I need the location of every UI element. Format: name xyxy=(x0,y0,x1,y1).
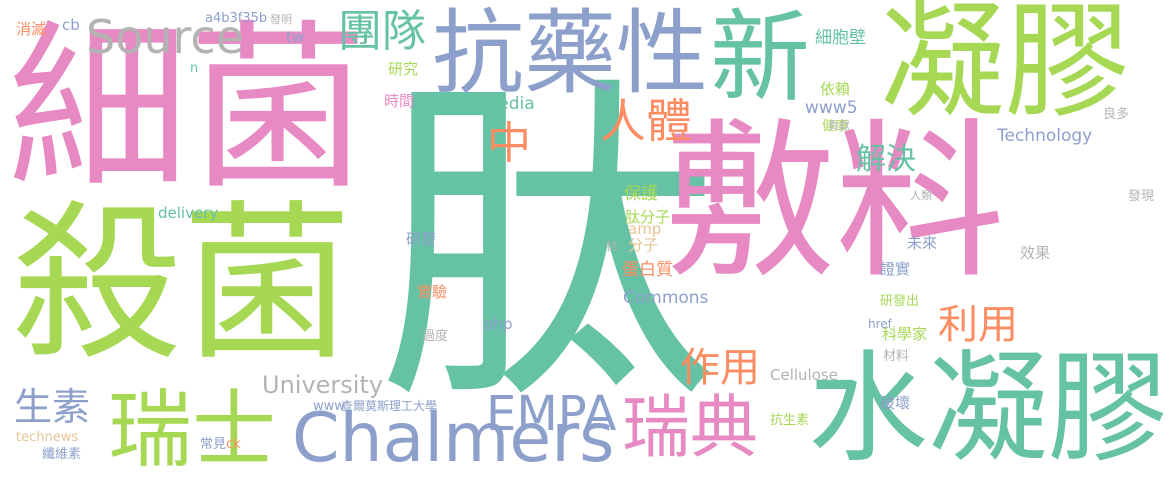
word-shuiningjiao: 水凝膠 xyxy=(808,340,1168,479)
word-shiyan: 實驗 xyxy=(417,283,448,301)
word-liyong: 利用 xyxy=(938,302,1018,348)
word-n: n xyxy=(190,61,199,76)
word-ck: ck xyxy=(226,437,241,452)
word-renti: 人體 xyxy=(600,94,692,148)
word-yanjiu: 研究 xyxy=(388,60,419,78)
word-danbaizhi: 蛋白質 xyxy=(622,260,673,280)
word-fuliao: 敷料 xyxy=(665,104,1006,302)
word-chalmers: Chalmers xyxy=(292,399,615,478)
word-www5: www5 xyxy=(805,98,858,118)
word-delivery: delivery xyxy=(158,204,219,222)
word-jiejue: 解決 xyxy=(856,142,916,177)
word-xibaobi: 細胞壁 xyxy=(815,28,866,48)
word-gongxian: 貢獻 xyxy=(828,119,850,132)
word-renlei: 人類 xyxy=(910,189,932,202)
word-commons: Commons xyxy=(623,288,709,308)
word-wikimedia: Wikimedia xyxy=(446,94,535,114)
word-xiaomie: 消滅 xyxy=(16,20,47,38)
word-shengsu: 生素 xyxy=(14,385,91,429)
word-university: University xyxy=(262,371,384,399)
word-ruidian: 瑞典 xyxy=(622,389,759,468)
word-source: Source xyxy=(86,10,244,64)
word-faming: 發明 xyxy=(270,13,292,26)
word-changjian: 常見 xyxy=(200,437,227,452)
word-cellulose: Cellulose xyxy=(770,366,838,384)
word-taifenzi: 肽分子 xyxy=(625,208,671,226)
word-kangyaoxing: 抗藥性 xyxy=(432,0,709,107)
word-shijian: 時間 xyxy=(384,92,415,110)
word-hash: a4b3f35b xyxy=(205,11,268,26)
word-amp: amp xyxy=(628,220,662,238)
word-zuoyong: 作用 xyxy=(680,345,760,391)
word-xianweisu: 纖維素 xyxy=(42,447,82,462)
word-cailiao: 材料 xyxy=(883,349,910,364)
word-php: php xyxy=(484,315,513,333)
word-tuandui: 團隊 xyxy=(338,6,426,57)
word-tai: 肽 xyxy=(378,50,718,446)
word-ningjiao: 凝膠 xyxy=(880,0,1130,135)
word-technology: Technology xyxy=(997,126,1093,146)
word-shajun: 殺菌 xyxy=(12,186,353,384)
word-kexuejia: 科學家 xyxy=(882,325,928,343)
word-xin: 新 xyxy=(710,0,810,116)
word-yanfachu: 研發出 xyxy=(880,294,920,309)
word-cb: cb xyxy=(62,16,80,34)
word-yanfa: 研發 xyxy=(406,230,437,248)
word-zhengshi: 證實 xyxy=(880,260,911,278)
word-kang: 抗 xyxy=(606,239,619,253)
word-jiankang: 健康 xyxy=(822,119,849,134)
word-liangduo: 良多 xyxy=(1103,107,1130,122)
word-empa: EMPA xyxy=(486,386,617,442)
word-tw: tw xyxy=(286,28,305,46)
word-fenzi: 分子 xyxy=(628,236,659,254)
word-guodu: 過度 xyxy=(422,329,449,344)
word-yilai: 依賴 xyxy=(820,80,851,98)
word-www: www xyxy=(313,399,345,414)
word-pohuai: 破壞 xyxy=(880,394,911,412)
word-zhong: 中 xyxy=(487,118,531,169)
word-baohu: 保護 xyxy=(624,184,658,204)
word-faxian: 發現 xyxy=(1128,189,1155,204)
word-xiaoguo: 效果 xyxy=(1020,244,1051,262)
word-kangshengsu: 抗生素 xyxy=(770,413,810,428)
word-chalmers-zh: 查爾莫斯理工大學 xyxy=(341,399,438,413)
word-weilai: 未來 xyxy=(907,234,938,252)
word-ruishi: 瑞士 xyxy=(108,381,277,479)
word-xijun: 細菌 xyxy=(8,5,369,214)
word-href: href xyxy=(868,317,892,331)
word-technews: technews xyxy=(16,430,79,445)
